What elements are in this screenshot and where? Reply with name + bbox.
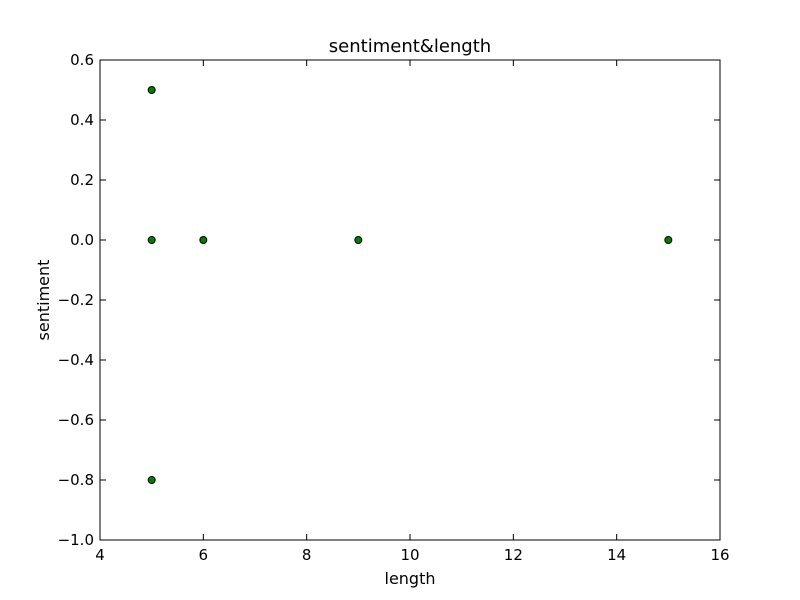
x-tick-label: 12 bbox=[504, 546, 523, 564]
data-point bbox=[147, 476, 156, 484]
y-tick-label: 0.4 bbox=[70, 111, 94, 129]
y-tick-label: 0.6 bbox=[70, 51, 94, 69]
data-point bbox=[147, 86, 156, 94]
x-tick-label: 4 bbox=[95, 546, 105, 564]
data-points bbox=[147, 86, 673, 484]
x-tick-label: 6 bbox=[199, 546, 209, 564]
plot-frame bbox=[99, 59, 721, 541]
x-tick-label: 14 bbox=[607, 546, 626, 564]
x-tick-label: 16 bbox=[710, 546, 729, 564]
y-tick-labels: 0.6 0.4 0.2 0.0 −0.2 −0.4 −0.6 −0.8 −1.0 bbox=[58, 51, 94, 549]
x-axis-label: length bbox=[385, 569, 436, 588]
x-tick-labels: 4 6 8 10 12 14 16 bbox=[95, 546, 729, 564]
x-tick-label: 8 bbox=[302, 546, 312, 564]
y-tick-label: −0.2 bbox=[58, 291, 94, 309]
x-tick-label: 10 bbox=[400, 546, 419, 564]
tick-marks bbox=[99, 59, 721, 541]
data-point bbox=[147, 236, 156, 244]
data-point bbox=[664, 236, 673, 244]
y-tick-label: −0.4 bbox=[58, 351, 94, 369]
data-point bbox=[199, 236, 208, 244]
y-tick-label: −0.8 bbox=[58, 471, 94, 489]
y-axis-label: sentiment bbox=[34, 260, 53, 341]
y-tick-label: −1.0 bbox=[58, 531, 94, 549]
y-tick-label: −0.6 bbox=[58, 411, 94, 429]
y-tick-label: 0.0 bbox=[70, 231, 94, 249]
chart-title: sentiment&length bbox=[329, 36, 491, 57]
data-point bbox=[354, 236, 363, 244]
y-tick-label: 0.2 bbox=[70, 171, 94, 189]
